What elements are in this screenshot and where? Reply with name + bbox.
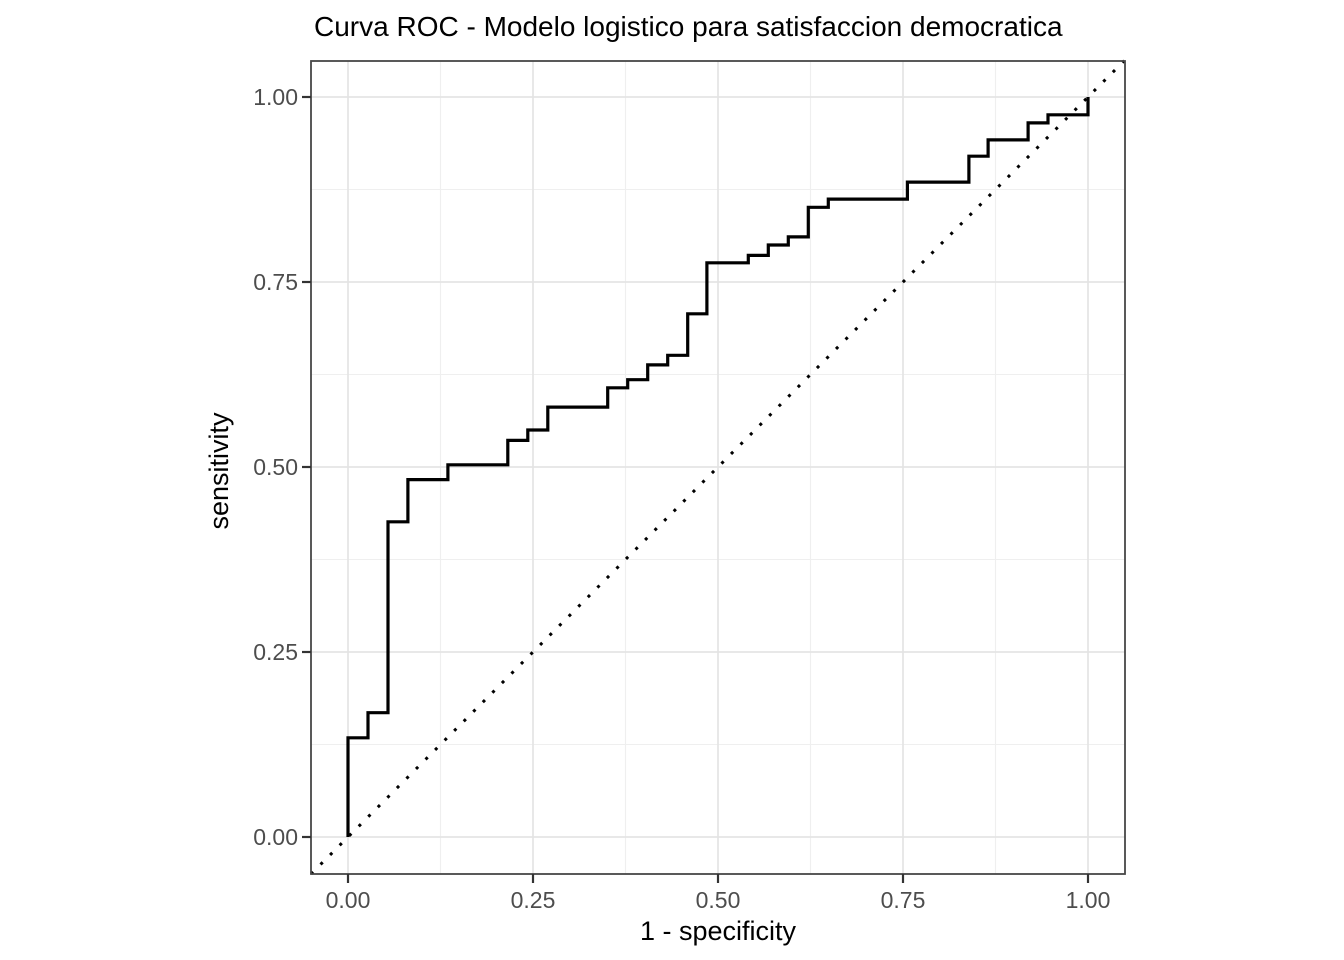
y-axis-tick-label: 0.00 xyxy=(253,824,298,850)
diagonal-reference-line xyxy=(309,59,1126,876)
x-axis-tick-label: 0.75 xyxy=(881,887,926,913)
series-layer xyxy=(309,59,1126,876)
y-axis-title: sensitivity xyxy=(204,412,234,530)
x-axis-tick-label: 1.00 xyxy=(1066,887,1111,913)
roc-curve-line xyxy=(346,97,1090,837)
y-axis-tick-label: 0.25 xyxy=(253,639,298,665)
x-axis-tick-label: 0.00 xyxy=(326,887,371,913)
x-axis-tick-label: 0.50 xyxy=(696,887,741,913)
x-axis-title: 1 - specificity xyxy=(640,916,797,946)
gridlines xyxy=(311,61,1125,874)
y-axis-tick-label: 0.50 xyxy=(253,454,298,480)
x-axis-tick-label: 0.25 xyxy=(511,887,556,913)
y-axis-tick-label: 1.00 xyxy=(253,84,298,110)
plot-title: Curva ROC - Modelo logistico para satisf… xyxy=(314,11,1063,42)
y-axis-tick-label: 0.75 xyxy=(253,269,298,295)
axis-ticks-and-labels: 0.00 0.25 0.50 0.75 1.00 0.00 0.25 0.50 0.75 1.00 xyxy=(253,84,1110,913)
